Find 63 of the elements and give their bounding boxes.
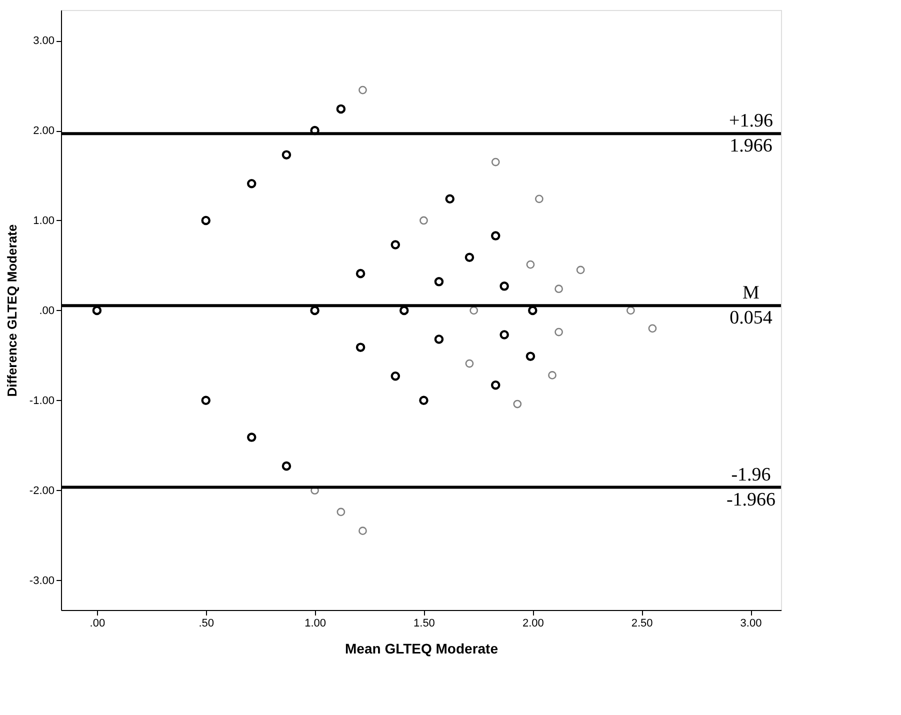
point [434,277,444,286]
point [358,86,367,94]
point [336,508,346,516]
point [419,396,428,406]
y-tick-label: -2.00 [29,484,54,497]
x-tick-label: 2.00 [522,618,544,630]
point [434,334,444,344]
point [465,359,474,368]
point [648,324,657,333]
y-tick-label: -3.00 [29,574,54,587]
point [491,158,500,166]
annotation: M [742,282,760,304]
point [358,526,367,536]
point [282,461,292,471]
point [500,330,509,340]
point [399,306,409,316]
point [390,371,400,381]
point [526,260,535,269]
ref-line-label: 1.966 [730,136,772,157]
point [445,194,454,204]
y-tick-label: 1.00 [33,214,54,227]
point [576,266,585,274]
x-tick-label: 1.00 [304,618,326,630]
point [356,342,366,352]
point [246,178,256,188]
y-axis-title: Difference GLTEQ Moderate [4,224,20,397]
y-tick-label: -1.00 [29,394,54,407]
point [535,194,544,204]
x-tick-label: .50 [198,618,214,630]
point [500,282,509,291]
y-tick-label: 3.00 [33,35,54,48]
point [246,432,256,442]
point [420,216,428,225]
point [513,400,522,408]
point [526,352,536,361]
x-tick-label: 1.50 [414,618,435,630]
point [470,306,478,315]
point [490,380,500,390]
point [490,231,500,240]
point [390,240,400,250]
point [336,104,346,114]
x-tick-label: .00 [90,618,106,630]
point [310,306,320,316]
y-tick-label: 2.00 [33,125,54,138]
point [92,306,102,316]
point [554,284,563,294]
point [464,252,474,262]
x-tick-label: 2.50 [631,618,653,630]
point [528,306,538,316]
x-axis-title: Mean GLTEQ Moderate [345,640,498,656]
point [554,328,563,336]
annotation: +1.96 [729,110,773,132]
ref-line-label: -1.966 [726,489,776,510]
x-tick-label: 3.00 [740,618,762,630]
point [282,150,292,160]
point [201,396,211,406]
point [626,306,635,315]
y-tick-label: .00 [39,304,54,317]
point [201,216,211,226]
annotation: -1.96 [731,464,771,486]
point [548,371,556,380]
point [356,268,366,278]
ref-line-label: 0.054 [730,308,773,329]
